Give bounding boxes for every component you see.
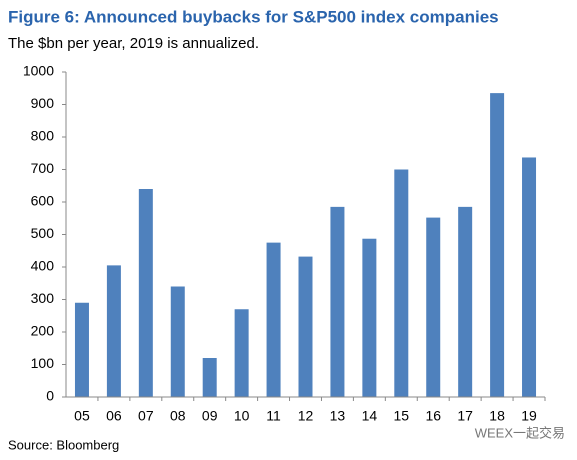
- bar: [458, 206, 473, 397]
- watermark: WEEX一起交易: [475, 425, 565, 440]
- y-tick-label: 300: [31, 290, 55, 306]
- bar: [394, 169, 409, 397]
- y-tick-label: 900: [31, 95, 55, 111]
- y-tick-label: 100: [31, 355, 55, 371]
- x-tick-label: 12: [298, 408, 314, 424]
- x-tick-label: 06: [106, 408, 122, 424]
- y-tick-label: 600: [31, 193, 55, 209]
- x-tick-label: 10: [234, 408, 250, 424]
- y-tick-label: 400: [31, 258, 55, 274]
- x-tick-label: 18: [489, 408, 505, 424]
- source: Source: Bloomberg: [8, 437, 119, 452]
- bar: [74, 302, 89, 397]
- x-tick-label: 19: [521, 408, 537, 424]
- chart-title: Figure 6: Announced buybacks for S&P500 …: [8, 7, 499, 26]
- bar: [106, 265, 121, 397]
- x-tick-label: 11: [266, 408, 281, 424]
- x-tick-label: 07: [138, 408, 154, 424]
- chart-subtitle: The $bn per year, 2019 is annualized.: [8, 35, 259, 52]
- y-tick-label: 0: [46, 388, 54, 404]
- bar: [266, 242, 281, 397]
- x-tick-label: 05: [74, 408, 90, 424]
- bar: [330, 206, 345, 397]
- bar: [426, 217, 441, 397]
- bar: [170, 286, 185, 397]
- bar: [362, 238, 377, 397]
- bar: [522, 157, 537, 397]
- bar: [202, 358, 217, 397]
- y-tick-label: 1000: [23, 63, 54, 79]
- bar: [138, 189, 153, 397]
- y-tick-label: 700: [31, 160, 55, 176]
- x-tick-label: 09: [202, 408, 218, 424]
- y-tick-label: 200: [31, 323, 55, 339]
- bar: [234, 309, 249, 397]
- bar: [298, 256, 313, 397]
- x-tick-label: 08: [170, 408, 186, 424]
- x-tick-label: 15: [394, 408, 410, 424]
- y-tick-label: 800: [31, 128, 55, 144]
- x-tick-label: 13: [330, 408, 346, 424]
- x-tick-label: 14: [362, 408, 378, 424]
- bar: [490, 93, 505, 397]
- x-tick-label: 16: [425, 408, 441, 424]
- y-tick-label: 500: [31, 225, 55, 241]
- x-tick-label: 17: [457, 408, 473, 424]
